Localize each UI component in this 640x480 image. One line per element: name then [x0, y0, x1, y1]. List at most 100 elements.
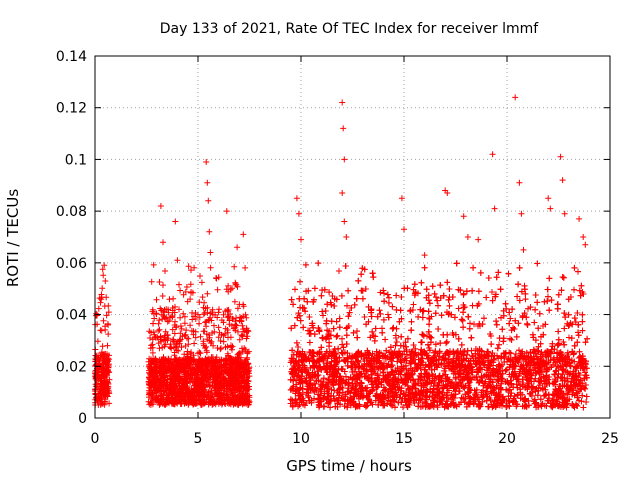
- data-point: [148, 278, 155, 285]
- data-point: [104, 378, 111, 385]
- data-point: [105, 358, 112, 365]
- data-point: [229, 285, 235, 292]
- data-point: [182, 331, 189, 338]
- data-point: [166, 318, 172, 324]
- data-point: [101, 398, 108, 405]
- data-point: [94, 338, 101, 345]
- data-point: [176, 306, 182, 313]
- data-point: [105, 361, 112, 368]
- data-point: [182, 343, 189, 349]
- data-point: [243, 314, 250, 321]
- data-point: [233, 322, 240, 329]
- data-point: [205, 317, 212, 324]
- data-point: [151, 315, 158, 322]
- data-point: [99, 343, 106, 350]
- data-point: [150, 320, 157, 327]
- data-point: [240, 303, 247, 310]
- data-point: [236, 317, 243, 324]
- data-point: [95, 390, 102, 397]
- data-point: [147, 335, 153, 341]
- data-point: [105, 369, 112, 376]
- data-point: [99, 357, 106, 364]
- data-point: [183, 284, 190, 290]
- data-point: [104, 342, 111, 349]
- data-point: [196, 299, 203, 306]
- data-point: [101, 262, 108, 269]
- data-point: [98, 374, 105, 381]
- data-point: [185, 335, 192, 342]
- data-point: [235, 328, 241, 335]
- data-point: [239, 322, 246, 329]
- data-point: [214, 286, 221, 293]
- data-point: [191, 340, 198, 347]
- data-point: [181, 313, 188, 320]
- data-point: [181, 332, 188, 339]
- data-point: [181, 320, 188, 327]
- data-point: [173, 340, 180, 347]
- data-point: [95, 356, 102, 363]
- data-point: [97, 299, 104, 306]
- data-point: [106, 400, 113, 407]
- data-point: [243, 329, 250, 336]
- data-point: [161, 308, 168, 315]
- data-point: [218, 345, 224, 352]
- data-point: [232, 327, 239, 334]
- data-point: [105, 331, 112, 338]
- data-point: [100, 317, 107, 324]
- data-point: [220, 319, 227, 326]
- data-point: [170, 295, 177, 302]
- data-point: [231, 263, 238, 270]
- data-point: [97, 327, 104, 334]
- data-point: [102, 323, 108, 330]
- data-point: [176, 337, 183, 344]
- data-point: [156, 317, 163, 324]
- data-point: [102, 386, 109, 393]
- chart-title: Day 133 of 2021, Rate Of TEC Index for r…: [160, 21, 540, 37]
- data-point: [243, 335, 250, 342]
- data-point: [156, 279, 163, 285]
- data-point: [171, 352, 178, 359]
- data-point: [171, 309, 178, 316]
- data-point: [160, 282, 166, 289]
- data-point: [197, 273, 203, 279]
- data-point: [229, 315, 236, 322]
- data-point: [202, 319, 209, 326]
- data-point: [148, 329, 154, 336]
- data-point: [215, 324, 222, 331]
- data-point: [217, 338, 224, 344]
- data-point: [201, 299, 208, 306]
- data-points: [92, 94, 591, 411]
- data-point: [175, 347, 182, 354]
- data-point: [200, 311, 207, 318]
- data-point: [239, 333, 246, 340]
- data-point: [241, 345, 248, 352]
- data-point: [167, 314, 174, 321]
- data-point: [178, 344, 185, 351]
- data-point: [189, 388, 195, 395]
- data-point: [164, 318, 171, 325]
- data-point: [216, 306, 222, 313]
- data-point: [155, 320, 162, 327]
- data-point: [155, 327, 162, 334]
- data-point: [217, 346, 224, 353]
- data-point: [199, 294, 206, 301]
- data-point: [149, 306, 156, 313]
- data-point: [225, 288, 232, 295]
- data-point: [99, 266, 106, 273]
- data-point: [207, 264, 214, 271]
- data-point: [98, 368, 105, 375]
- data-point: [177, 314, 184, 321]
- data-point: [106, 352, 112, 359]
- data-point: [99, 381, 106, 388]
- data-point: [187, 322, 194, 329]
- data-point: [237, 314, 244, 321]
- data-point: [97, 401, 104, 408]
- data-point: [162, 328, 169, 335]
- data-point: [97, 386, 104, 393]
- data-point: [231, 298, 238, 305]
- data-point: [162, 268, 168, 274]
- data-point: [100, 353, 107, 360]
- data-point: [242, 264, 249, 271]
- data-point: [206, 332, 212, 338]
